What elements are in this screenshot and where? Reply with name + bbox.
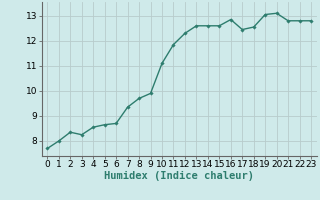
X-axis label: Humidex (Indice chaleur): Humidex (Indice chaleur) [104, 171, 254, 181]
